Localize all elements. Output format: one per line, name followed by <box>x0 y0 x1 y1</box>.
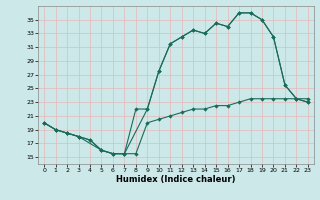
X-axis label: Humidex (Indice chaleur): Humidex (Indice chaleur) <box>116 175 236 184</box>
